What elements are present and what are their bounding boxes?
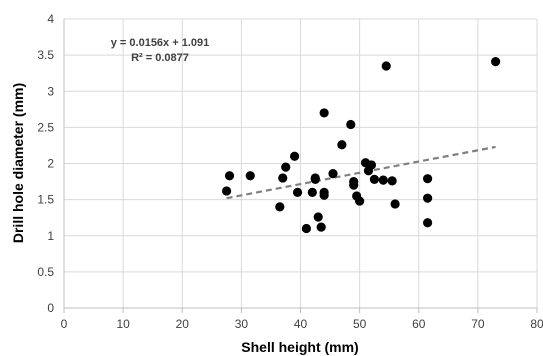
data-point (491, 57, 501, 67)
x-tick-label: 0 (61, 317, 68, 331)
x-tick-label: 40 (294, 317, 308, 331)
data-point (423, 193, 433, 203)
data-point (221, 186, 232, 196)
data-point (423, 218, 433, 228)
grid-lines (63, 18, 538, 309)
y-tick-label: 4 (47, 12, 54, 26)
data-point (281, 162, 291, 172)
data-point (224, 171, 235, 181)
data-point (319, 108, 329, 118)
data-point (369, 174, 380, 184)
data-point (313, 212, 323, 222)
y-tick-label: 1 (47, 229, 54, 243)
data-point (387, 176, 397, 186)
x-tick-label: 60 (412, 317, 426, 331)
data-point (245, 171, 255, 181)
y-axis-title: Drill hole diameter (mm) (10, 83, 26, 243)
data-point (381, 61, 391, 71)
data-point (307, 187, 317, 197)
data-point (349, 176, 359, 187)
y-tick-label: 2 (47, 157, 54, 171)
x-tick-label: 70 (471, 317, 485, 331)
data-point (337, 140, 347, 150)
trendline (226, 145, 496, 200)
y-tick-label: 0.5 (37, 265, 54, 279)
data-point (301, 223, 312, 234)
data-point (366, 160, 377, 170)
data-point (289, 151, 300, 161)
x-tick-label: 20 (176, 317, 190, 331)
y-tick-label: 3.5 (37, 48, 54, 62)
data-point (278, 173, 288, 183)
y-tick-label: 3 (47, 84, 54, 98)
data-point (275, 202, 285, 212)
trendline-equation: y = 0.0156x + 1.091 (111, 37, 209, 49)
trendline-layer (226, 145, 496, 200)
y-tick-label: 1.5 (37, 193, 54, 207)
data-point (328, 169, 338, 179)
data-point (346, 119, 356, 130)
data-point (378, 175, 388, 185)
data-point (390, 199, 400, 209)
x-tick-label: 50 (353, 317, 367, 331)
r-squared-label: R² = 0.0877 (131, 52, 189, 64)
data-point (292, 187, 303, 197)
x-tick-label: 30 (235, 317, 249, 331)
axes (63, 19, 538, 313)
x-tick-label: 80 (530, 317, 543, 331)
x-axis-title: Shell height (mm) (241, 339, 358, 355)
data-point (310, 174, 320, 184)
data-point (319, 190, 329, 200)
data-points (221, 57, 501, 234)
data-point (355, 196, 365, 206)
data-point (316, 222, 326, 232)
x-tick-label: 10 (116, 317, 130, 331)
y-tick-label: 0 (47, 301, 54, 315)
y-tick-label: 2.5 (37, 120, 54, 134)
tick-labels: 00.511.522.533.540 10 20 30 40 50 60 70 80 (37, 12, 543, 331)
data-point (423, 174, 433, 184)
